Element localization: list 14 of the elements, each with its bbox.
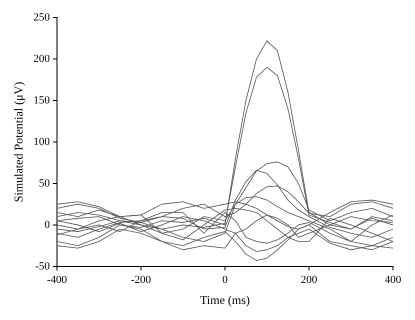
y-axis-title: Simulated Potential (μV): [11, 82, 26, 202]
y-tick-label: 0: [44, 218, 50, 231]
x-tick-label: 400: [384, 274, 402, 286]
y-tick-label: 200: [33, 52, 50, 65]
x-tick-label: -200: [130, 274, 152, 286]
y-tick-label: 150: [33, 94, 50, 106]
y-tick-label: 50: [38, 177, 50, 190]
y-tick-label: -50: [35, 260, 50, 272]
x-tick-label: 200: [300, 274, 318, 286]
x-axis-title: Time (ms): [200, 292, 250, 307]
y-tick-label: 250: [33, 11, 50, 24]
x-tick-label: -400: [46, 274, 68, 286]
y-tick-label: 100: [33, 136, 50, 148]
x-tick-label: 0: [222, 274, 228, 286]
